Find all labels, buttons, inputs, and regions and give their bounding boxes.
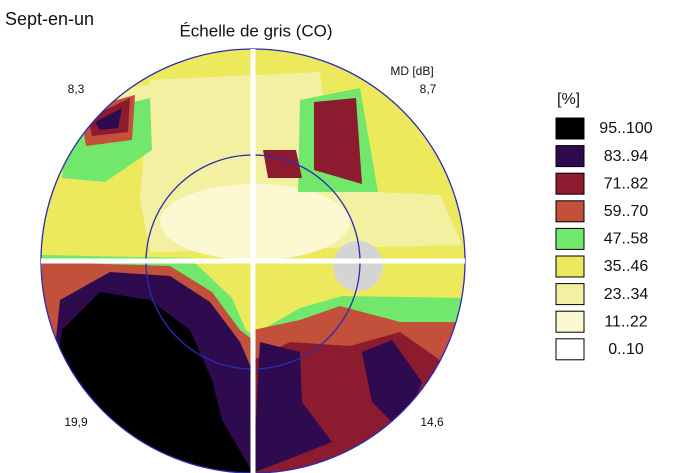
legend-label: 83..94: [604, 148, 649, 165]
legend-swatch: [555, 255, 585, 278]
legend-label: 35..46: [604, 258, 649, 275]
quadrant-value: 8,3: [68, 82, 85, 96]
legend-label: 47..58: [604, 231, 649, 248]
legend-swatch: [555, 227, 585, 250]
axis-gap: [41, 49, 465, 473]
legend-swatch: [555, 310, 585, 333]
unit-label: MD [dB]: [390, 64, 433, 78]
legend-label: 71..82: [604, 175, 649, 192]
quadrant-value: 8,7: [420, 82, 437, 96]
legend-swatch: [555, 172, 585, 195]
legend-title: [%]: [557, 91, 580, 108]
legend-label: 23..34: [604, 286, 649, 303]
legend-label: 59..70: [604, 203, 649, 220]
subtitle: Échelle de gris (CO): [179, 21, 332, 40]
legend-label: 95..100: [599, 120, 652, 137]
quadrant-value: 14,6: [420, 415, 444, 429]
legend-swatch: [555, 338, 585, 361]
legend-label: 0..10: [608, 341, 644, 358]
title: Sept-en-un: [5, 9, 94, 29]
legend-swatch: [555, 117, 585, 140]
quadrant-value: 19,9: [64, 415, 88, 429]
legend-label: 11..22: [604, 313, 647, 330]
legend-swatch: [555, 283, 585, 306]
legend-swatch: [555, 200, 585, 223]
legend: 95..100 83..94 71..82 59..70 47..58 35..46 23.…: [555, 117, 653, 361]
legend-swatch: [555, 145, 585, 168]
